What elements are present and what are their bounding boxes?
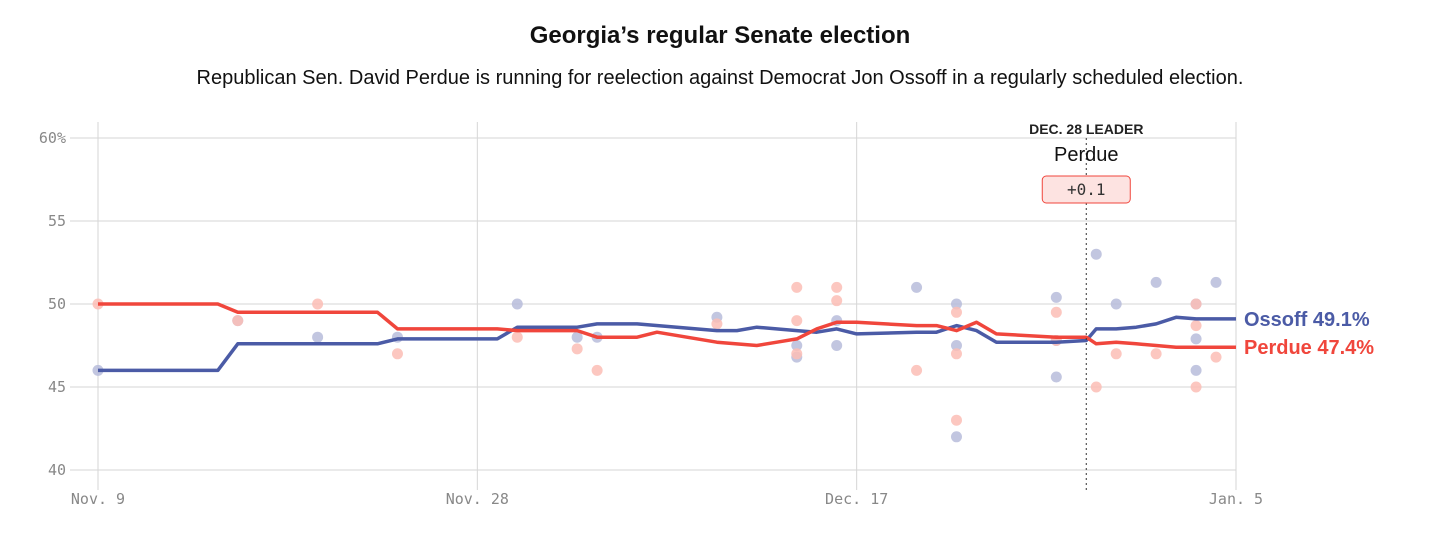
y-axis-ticks: 60% 55 50 45 40 bbox=[39, 129, 66, 479]
perdue-poll-dot bbox=[831, 295, 843, 307]
y-tick-label: 55 bbox=[48, 212, 66, 230]
perdue-poll-dot bbox=[1050, 306, 1062, 318]
ossoff-poll-dot bbox=[1150, 276, 1162, 288]
leader-margin-badge bbox=[1041, 175, 1131, 204]
leader-heading: DEC. 28 LEADER bbox=[1029, 121, 1143, 137]
x-tick-label: Nov. 9 bbox=[71, 490, 125, 508]
leader-annotation: DEC. 28 LEADER Perdue +0.1 bbox=[1029, 121, 1143, 492]
perdue-poll-dot bbox=[1190, 320, 1202, 332]
perdue-poll-dot bbox=[791, 348, 803, 360]
perdue-poll-dot bbox=[950, 414, 962, 426]
perdue-poll-dot bbox=[950, 348, 962, 360]
ossoff-poll-dot bbox=[831, 340, 843, 351]
trend-lines bbox=[98, 302, 1236, 373]
perdue-poll-dot bbox=[591, 364, 603, 376]
perdue-poll-dot bbox=[232, 315, 244, 327]
ossoff-poll-dot bbox=[1210, 276, 1222, 288]
perdue-trend-line bbox=[98, 302, 1236, 349]
ossoff-poll-dot bbox=[791, 340, 803, 351]
ossoff-poll-dot bbox=[511, 298, 523, 310]
perdue-poll-dot bbox=[1090, 381, 1102, 393]
y-tick-label: 40 bbox=[48, 461, 66, 479]
perdue-poll-dot bbox=[571, 343, 583, 355]
perdue-poll-dot bbox=[1190, 381, 1202, 393]
leader-name: Perdue bbox=[1054, 144, 1119, 166]
x-axis-ticks: Nov. 9 Nov. 28 Dec. 17 Jan. 5 bbox=[71, 490, 1263, 508]
y-tick-label: 45 bbox=[48, 378, 66, 396]
perdue-poll-dot bbox=[312, 298, 324, 310]
ossoff-end-label: Ossoff 49.1% bbox=[1244, 309, 1370, 331]
perdue-poll-dot bbox=[950, 306, 962, 318]
perdue-poll-dot bbox=[1150, 348, 1162, 360]
ossoff-poll-dot bbox=[571, 331, 583, 343]
perdue-poll-dot bbox=[911, 364, 923, 376]
ossoff-poll-dot bbox=[1190, 364, 1202, 376]
perdue-poll-dot bbox=[831, 281, 843, 293]
ossoff-poll-dot bbox=[1190, 333, 1202, 345]
perdue-poll-dot bbox=[791, 315, 803, 327]
ossoff-poll-dot bbox=[1050, 291, 1062, 303]
perdue-end-label: Perdue 47.4% bbox=[1244, 337, 1374, 359]
perdue-poll-dot bbox=[391, 348, 403, 360]
chart-title: Georgia’s regular Senate election bbox=[529, 22, 911, 49]
perdue-poll-dot bbox=[1190, 298, 1202, 310]
ossoff-poll-dot bbox=[312, 331, 324, 343]
ossoff-poll-dot bbox=[911, 281, 923, 293]
ossoff-poll-dot bbox=[950, 340, 962, 351]
ossoff-poll-dot bbox=[1090, 248, 1102, 260]
x-tick-label: Nov. 28 bbox=[446, 490, 509, 508]
y-tick-label: 50 bbox=[48, 295, 66, 313]
x-tick-label: Jan. 5 bbox=[1209, 490, 1263, 508]
perdue-poll-dot bbox=[791, 281, 803, 293]
ossoff-poll-dot bbox=[1110, 298, 1122, 310]
perdue-poll-dot bbox=[1110, 348, 1122, 360]
leader-margin-value: +0.1 bbox=[1067, 180, 1106, 199]
x-tick-label: Dec. 17 bbox=[825, 490, 888, 508]
perdue-poll-dot bbox=[1210, 351, 1222, 363]
end-labels: Ossoff 49.1% Perdue 47.4% bbox=[1244, 309, 1374, 359]
ossoff-trend-line bbox=[98, 315, 1236, 373]
ossoff-poll-dot bbox=[1050, 371, 1062, 383]
perdue-poll-dot bbox=[511, 331, 523, 343]
ossoff-poll-dot bbox=[950, 431, 962, 443]
chart-subtitle: Republican Sen. David Perdue is running … bbox=[196, 67, 1244, 89]
ossoff-poll-dot bbox=[950, 298, 962, 310]
perdue-poll-dot bbox=[711, 318, 723, 330]
y-tick-label: 60% bbox=[39, 129, 66, 147]
